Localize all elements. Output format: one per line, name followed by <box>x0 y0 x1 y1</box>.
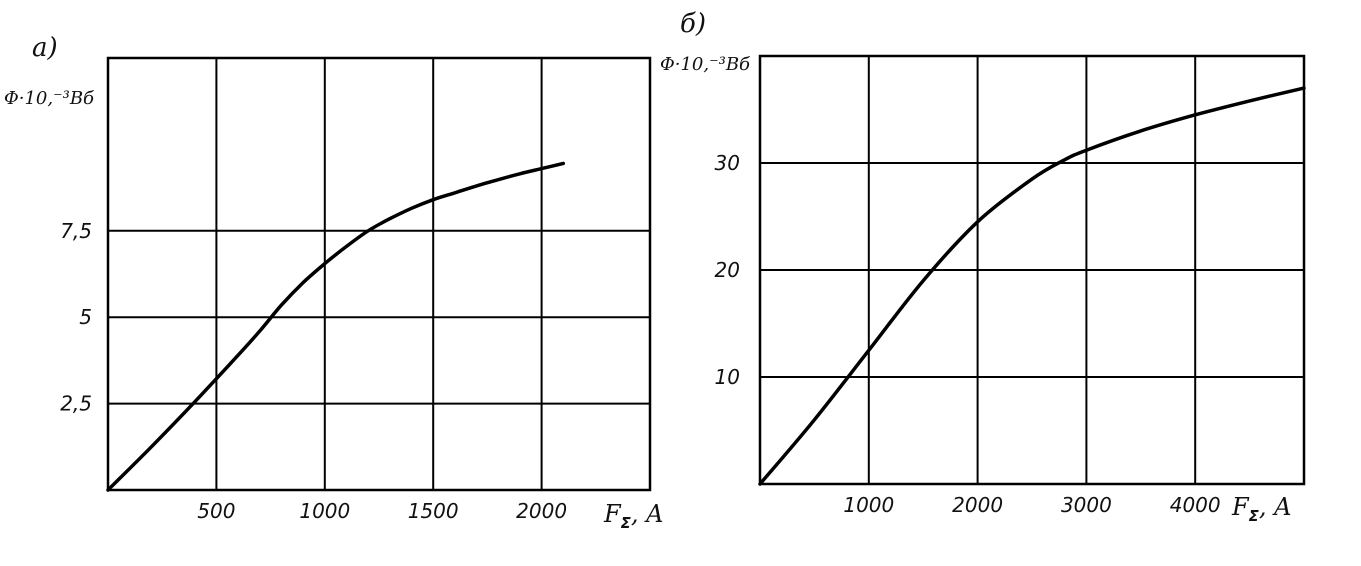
x-tick-label-a: 1500 <box>408 499 459 523</box>
y-tick-label-a: 7,5 <box>60 219 92 243</box>
y-tick-label-a: 2,5 <box>60 392 92 416</box>
x-axis-label-b: FΣ, A <box>1231 493 1292 525</box>
x-axis-label-a: FΣ, A <box>603 500 664 532</box>
grid-a <box>106 56 652 492</box>
x-tick-label-b: 3000 <box>1061 493 1112 517</box>
panel-label-a: а) <box>32 33 58 63</box>
y-tick-label-b: 20 <box>715 258 740 282</box>
marks-b: 1000 2000 3000 4000 10 20 30 <box>715 86 1306 517</box>
x-tick-label-b: 2000 <box>952 493 1003 517</box>
x-tick-label-b: 4000 <box>1170 493 1221 517</box>
chart-panel-b: б) Φ·10,⁻³Вб FΣ, A 1000 2000 3000 4000 10 20 3… <box>660 9 1306 525</box>
x-tick-label-a: 500 <box>197 499 235 523</box>
y-tick-label-b: 30 <box>715 151 740 175</box>
x-tick-label-a: 2000 <box>516 499 567 523</box>
y-axis-label-b: Φ·10,⁻³Вб <box>660 54 751 75</box>
y-axis-label-a: Φ·10,⁻³Вб <box>4 88 95 109</box>
x-tick-label-a: 1000 <box>299 499 350 523</box>
chart-panel-a: а) Φ·10,⁻³Вб FΣ, A 500 1000 1500 2000 2,5 5 7,… <box>4 33 664 532</box>
marks-a: 500 1000 1500 2000 2,5 5 7,5 <box>60 161 567 523</box>
y-tick-label-b: 10 <box>715 365 740 389</box>
y-tick-label-a: 5 <box>79 305 92 329</box>
grid-b <box>758 54 1306 486</box>
panel-label-b: б) <box>680 9 706 39</box>
plot-frame-a <box>106 56 652 492</box>
magnetization-curve-a <box>106 161 566 492</box>
x-tick-label-b: 1000 <box>843 493 894 517</box>
magnetization-curve-b <box>758 86 1306 486</box>
